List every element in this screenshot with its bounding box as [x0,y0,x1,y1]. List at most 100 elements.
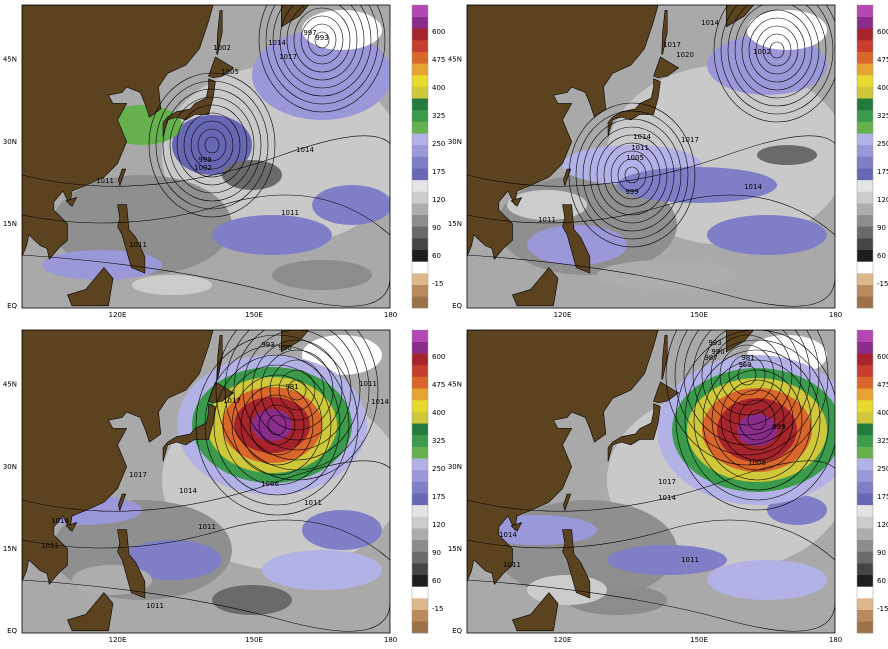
field-blob [302,10,382,50]
colorbar-label: 475 [432,381,445,389]
contour-label: 999 [198,156,211,164]
colorbar-swatch [857,563,873,576]
colorbar-swatch [412,528,428,541]
y-axis-label: 45N [3,56,17,64]
isobar [314,31,330,49]
colorbar-swatch [412,86,428,99]
isobar [568,102,696,248]
isobar [183,112,241,178]
colorbar-swatch [412,249,428,262]
field-blob [302,335,382,375]
isobar [467,579,835,632]
field-blob [707,560,827,600]
contour-label: 969 [738,361,751,369]
colorbar-swatch [412,341,428,354]
colorbar-swatch [412,364,428,377]
colorbar-swatch [857,353,873,366]
colorbar-swatch [412,504,428,517]
isobar [22,135,390,187]
colorbar-swatch [857,364,873,377]
x-axis-label: 120E [554,311,572,319]
x-axis-label: 150E [245,636,263,644]
colorbar-swatch [857,528,873,541]
colorbar-swatch [857,446,873,459]
colorbar-swatch [412,226,428,239]
contour-label: 1014 [633,133,651,141]
colorbar-swatch [412,28,428,41]
land [661,335,668,380]
isobar [467,519,835,561]
colorbar-swatch [412,411,428,424]
colorbar-swatch [412,51,428,64]
field-blob [172,115,252,175]
colorbar-label: 250 [432,465,445,473]
colorbar-swatch [857,469,873,482]
colorbar-swatch [857,179,873,192]
colorbar-swatch [857,423,873,436]
colorbar: 600 475 400 325 250 175 120 90 60 -15 [411,4,445,309]
land [67,267,114,307]
map-frame [21,4,391,309]
field-blob [212,215,332,255]
colorbar-swatch [857,16,873,29]
land [467,5,659,261]
land [22,330,214,586]
colorbar-swatch [857,376,873,389]
land [65,197,78,207]
colorbar: 600 475 400 325 250 175 120 90 60 -15 [856,4,888,309]
colorbar-label: 90 [877,224,886,232]
y-axis-label: 15N [3,545,17,553]
field-blob [527,575,607,605]
isobar [148,72,276,218]
colorbar-swatch [412,598,428,610]
y-axis-label: EQ [7,302,17,310]
colorbar-swatch [857,226,873,239]
colorbar-swatch [857,74,873,87]
colorbar-label: -15 [432,605,443,613]
isobar [22,519,390,561]
isobar [693,349,821,491]
contour-label: 1011 [146,602,164,610]
colorbar-swatch [412,586,428,599]
contour-label: 981 [285,383,298,391]
colorbar-swatch [857,411,873,424]
colorbar-swatch [412,434,428,447]
contour-label: 1017 [663,41,681,49]
colorbar-swatch [857,5,873,17]
isobar [162,88,262,202]
colorbar-label: 475 [432,56,445,64]
x-axis-label: 150E [245,311,263,319]
field-blob [757,145,817,165]
isobar [741,9,813,91]
isobar [692,330,802,436]
x-axis-label: 180 [829,311,842,319]
isobar [589,126,675,224]
land [653,56,680,79]
colorbar-swatch [412,284,428,297]
field-blob [607,545,727,575]
colorbar-label: 60 [877,252,886,260]
contour-label: 1014 [51,517,69,525]
isobar [258,404,296,446]
colorbar-swatch [857,388,873,401]
colorbar-swatch [857,598,873,610]
colorbar-swatch [857,434,873,447]
y-axis-label: 30N [3,463,17,471]
isobar [278,369,316,411]
colorbar-label: 400 [432,409,445,417]
colorbar-label: 175 [432,168,445,176]
colorbar-swatch [857,63,873,76]
isobar [675,330,835,511]
isobar [596,134,668,216]
colorbar-frame [411,4,429,309]
colorbar-label: -15 [877,280,888,288]
colorbar-swatch [412,458,428,471]
colorbar-label: -15 [877,605,888,613]
field-blob [597,260,737,290]
colorbar-swatch [857,551,873,564]
land [467,330,659,586]
colorbar-label: 90 [432,549,441,557]
colorbar-swatch [857,586,873,599]
contour-label: 1011 [538,216,556,224]
colorbar-label: 250 [432,140,445,148]
